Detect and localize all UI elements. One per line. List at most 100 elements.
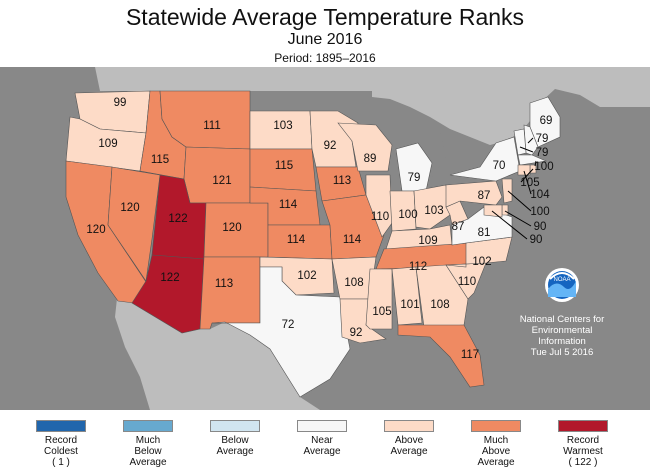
legend-label: Near Average — [292, 435, 352, 457]
rank-label-idaho: 115 — [151, 154, 169, 166]
rank-label-wisconsin: 89 — [364, 153, 377, 165]
legend-label-line: ( 122 ) — [568, 457, 598, 468]
rank-label-wyoming: 121 — [212, 175, 231, 187]
legend-swatch — [384, 420, 434, 432]
legend-item-much-above: Much Above Average — [466, 420, 526, 468]
rank-label-massachusetts: 100 — [534, 161, 553, 173]
rank-label-west-virginia: 87 — [452, 221, 465, 233]
legend-label-line: Average — [129, 457, 167, 468]
legend-label-line: Near — [311, 435, 333, 446]
legend-label-line: Record — [566, 435, 600, 446]
rank-label-ohio: 103 — [424, 205, 443, 217]
rank-label-nebraska: 114 — [279, 199, 298, 211]
legend-swatch — [297, 420, 347, 432]
legend-label: Below Average — [205, 435, 265, 457]
rank-label-new-jersey: 100 — [530, 206, 549, 218]
ncei-line1: National Centers for — [520, 314, 604, 325]
legend-label-line: Average — [303, 446, 341, 457]
state-new-york — [449, 136, 521, 182]
legend: Record Coldest( 1 ) Much Below Average Below A… — [0, 410, 650, 475]
state-mississippi — [365, 268, 393, 330]
rank-label-kentucky: 109 — [418, 235, 437, 247]
legend-item-below: Below Average — [205, 420, 265, 457]
legend-label: Record Coldest( 1 ) — [31, 435, 91, 468]
state-illinois — [365, 174, 393, 238]
state-alabama — [391, 266, 423, 326]
legend-label: Much Below Average — [118, 435, 178, 468]
us-temperature-map: 99 109 120 115 120 111 121 122 122 120 113 103 115 11… — [0, 67, 650, 410]
state-indiana — [389, 190, 417, 232]
legend-swatch — [123, 420, 173, 432]
legend-swatch — [210, 420, 260, 432]
rank-label-virginia: 81 — [478, 227, 491, 239]
leader-line-new-jersey — [507, 190, 532, 212]
ncei-date: Tue Jul 5 2016 — [531, 347, 594, 358]
canada-land — [0, 67, 650, 145]
legend-label: Much Above Average — [466, 435, 526, 468]
legend-label-line: Record — [44, 435, 78, 446]
state-kentucky — [385, 224, 453, 250]
rank-label-maryland: 90 — [530, 234, 543, 246]
state-massachusetts — [517, 154, 548, 166]
legend-label: Above Average — [379, 435, 439, 457]
state-maryland — [483, 204, 503, 218]
rank-label-illinois: 110 — [371, 211, 389, 223]
leader-line-new-hampshire — [527, 137, 534, 144]
rank-label-iowa: 113 — [333, 175, 351, 187]
legend-swatch — [36, 420, 86, 432]
map-period: Period: 1895–2016 — [274, 51, 376, 65]
state-ohio — [413, 184, 451, 230]
legend-label-line: ( 1 ) — [52, 457, 70, 468]
state-new-jersey — [501, 178, 513, 204]
rank-label-rhode-island: 105 — [520, 177, 539, 189]
rank-label-washington: 99 — [114, 97, 127, 109]
rank-label-delaware: 90 — [534, 221, 547, 233]
rank-label-florida: 117 — [461, 349, 479, 361]
rank-label-new-mexico: 113 — [215, 278, 233, 290]
rank-label-maine: 69 — [540, 115, 553, 127]
state-wisconsin — [337, 122, 393, 172]
noaa-logo: NOAA — [545, 268, 579, 302]
legend-label-line: Much — [483, 435, 509, 446]
rank-label-indiana: 100 — [398, 209, 417, 221]
legend-label-line: Above — [481, 446, 511, 457]
rank-label-texas: 72 — [282, 319, 295, 331]
rank-label-south-dakota: 115 — [275, 160, 293, 172]
legend-label: Record Warmest( 122 ) — [553, 435, 613, 468]
state-connecticut — [517, 164, 531, 176]
legend-label-line: Above — [394, 435, 424, 446]
rank-label-colorado: 120 — [222, 222, 241, 234]
ncei-line3: Information — [538, 336, 586, 347]
rank-label-connecticut: 104 — [530, 189, 550, 201]
state-georgia — [415, 264, 469, 328]
legend-label-line: Below — [221, 435, 249, 446]
rank-label-new-hampshire: 79 — [536, 133, 549, 145]
leader-line-rhode-island — [520, 168, 534, 183]
rank-label-pennsylvania: 87 — [478, 190, 491, 202]
rank-label-north-dakota: 103 — [273, 120, 292, 132]
state-delaware — [501, 204, 509, 216]
legend-item-record-warmest: Record Warmest( 122 ) — [553, 420, 613, 468]
leader-line-maryland — [491, 210, 528, 240]
legend-swatch — [471, 420, 521, 432]
rank-label-kansas: 114 — [287, 234, 306, 246]
rank-label-louisiana: 92 — [350, 327, 363, 339]
rank-label-tennessee: 112 — [409, 261, 427, 273]
state-florida — [397, 324, 485, 388]
rank-label-alabama: 101 — [400, 299, 419, 311]
leader-line-massachusetts — [534, 160, 537, 167]
rank-label-california: 120 — [86, 224, 105, 236]
rank-label-south-carolina: 110 — [458, 276, 476, 288]
leader-line-vermont — [519, 146, 534, 153]
legend-label-line: Coldest — [44, 446, 78, 457]
rank-label-mississippi: 105 — [372, 306, 391, 318]
rank-label-north-carolina: 102 — [472, 256, 491, 268]
rank-label-minnesota: 92 — [324, 140, 337, 152]
noaa-logo-text: NOAA — [553, 277, 570, 283]
leader-line-connecticut — [523, 170, 532, 195]
state-nevada — [107, 166, 161, 282]
rank-label-arkansas: 108 — [344, 277, 363, 289]
legend-label-line: Average — [477, 457, 515, 468]
legend-label-line: Warmest — [563, 446, 603, 457]
map-title: Statewide Average Temperature Ranks — [125, 4, 525, 30]
